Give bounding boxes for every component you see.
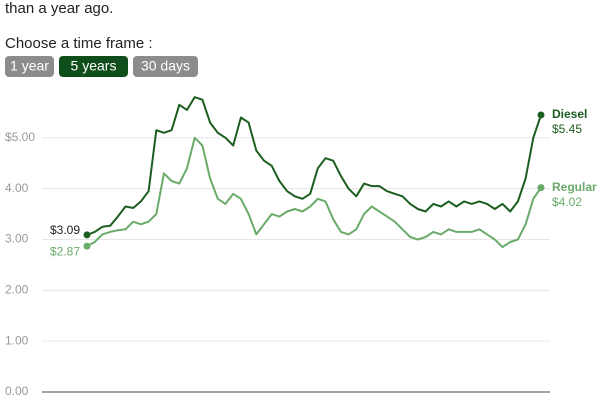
button-label[interactable]: 5 years	[71, 58, 117, 74]
line-0	[86, 96, 542, 236]
start-label: $3.09	[50, 223, 80, 237]
y-tick-label: 2.00	[5, 283, 29, 297]
time-frame-button[interactable]: 30 days	[133, 56, 198, 77]
time-frame-prompt: Choose a time frame :	[5, 35, 153, 52]
series-name: Diesel	[552, 107, 587, 121]
time-frame-buttons: 1 year 5 years 30 days	[5, 56, 198, 77]
button-bg[interactable]	[5, 56, 54, 77]
y-tick-label: 0.00	[5, 384, 29, 398]
end-point	[83, 242, 91, 250]
end-point	[537, 111, 545, 119]
end-point	[537, 184, 545, 192]
y-tick-label: 3.00	[5, 232, 29, 246]
button-label[interactable]: 30 days	[141, 58, 190, 74]
intro-text: than a year ago.	[5, 0, 113, 17]
chart: 0.00 1.00 2.00 3.00 4.00 $5.00 $3.09 Diesel$5.4…	[5, 96, 597, 398]
end-label: $4.02	[552, 195, 582, 209]
end-label: $5.45	[552, 122, 582, 136]
y-tick-label: 1.00	[5, 333, 29, 347]
time-frame-button[interactable]: 1 year	[5, 56, 54, 77]
y-tick-label: 4.00	[5, 181, 29, 195]
button-bg[interactable]	[59, 56, 128, 77]
end-point	[83, 231, 91, 239]
start-label: $2.87	[50, 244, 80, 258]
y-tick-label: $5.00	[5, 130, 35, 144]
button-label[interactable]: 1 year	[10, 58, 49, 74]
series-name: Regular	[552, 180, 597, 194]
time-frame-button[interactable]: 5 years	[59, 56, 128, 77]
button-bg[interactable]	[133, 56, 198, 77]
line-1	[86, 136, 542, 249]
